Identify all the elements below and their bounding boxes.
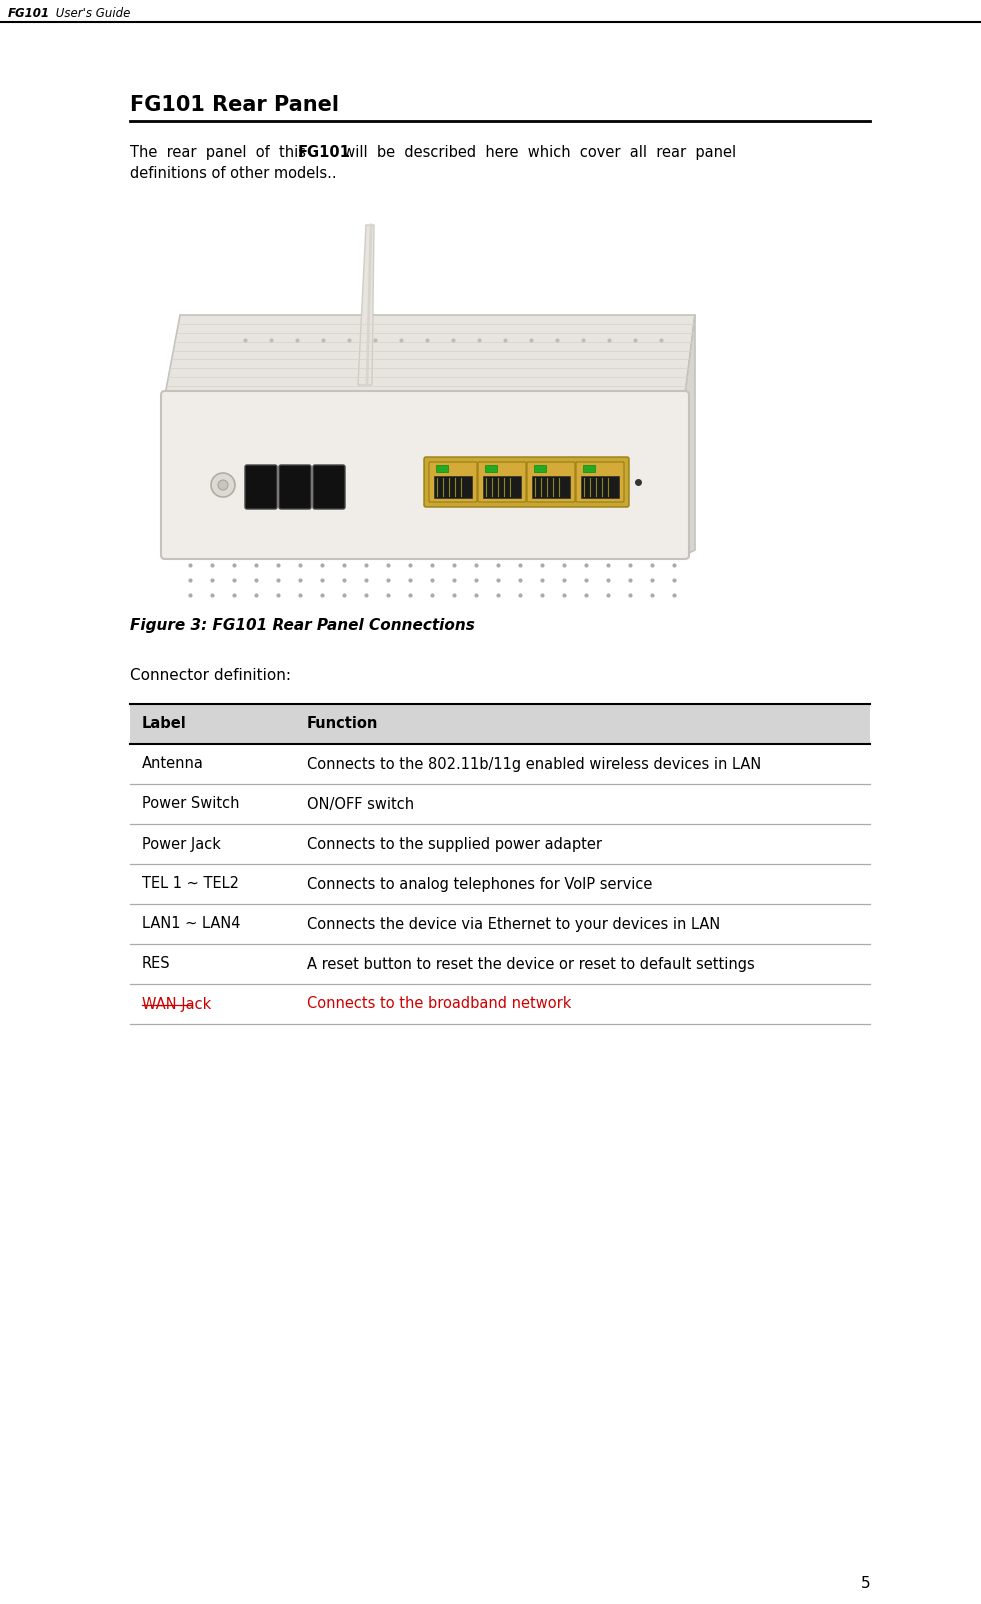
Text: Connects to the broadband network: Connects to the broadband network: [307, 996, 571, 1012]
Text: LAN1 ~ LAN4: LAN1 ~ LAN4: [142, 916, 240, 932]
FancyBboxPatch shape: [245, 465, 277, 508]
Polygon shape: [358, 225, 374, 385]
Bar: [534, 465, 546, 472]
Text: Figure 3: FG101 Rear Panel Connections: Figure 3: FG101 Rear Panel Connections: [130, 618, 475, 634]
Text: Power Jack: Power Jack: [142, 837, 221, 852]
Bar: [485, 465, 497, 472]
Text: User's Guide: User's Guide: [52, 6, 130, 19]
FancyBboxPatch shape: [424, 457, 629, 507]
Text: The  rear  panel  of  this: The rear panel of this: [130, 144, 315, 160]
Text: definitions of other models..: definitions of other models..: [130, 165, 336, 181]
Text: FG101 Rear Panel: FG101 Rear Panel: [130, 95, 339, 115]
Text: Connector definition:: Connector definition:: [130, 667, 291, 683]
Polygon shape: [165, 314, 695, 395]
Text: FG101: FG101: [298, 144, 351, 160]
FancyBboxPatch shape: [313, 465, 345, 508]
Text: Connects to the supplied power adapter: Connects to the supplied power adapter: [307, 837, 602, 852]
Text: TEL 1 ~ TEL2: TEL 1 ~ TEL2: [142, 876, 239, 892]
Polygon shape: [685, 314, 695, 555]
Circle shape: [218, 480, 228, 489]
Bar: [532, 476, 570, 497]
Circle shape: [211, 473, 235, 497]
FancyBboxPatch shape: [576, 462, 624, 502]
Bar: [483, 476, 521, 497]
Text: Label: Label: [142, 717, 186, 731]
FancyBboxPatch shape: [161, 391, 689, 560]
Bar: [436, 465, 448, 472]
Bar: [583, 465, 595, 472]
FancyBboxPatch shape: [279, 465, 311, 508]
Text: WAN Jack: WAN Jack: [142, 996, 211, 1012]
Text: FG101: FG101: [8, 6, 50, 19]
Text: RES: RES: [142, 956, 171, 972]
Text: ON/OFF switch: ON/OFF switch: [307, 797, 414, 812]
Bar: [581, 476, 619, 497]
Bar: [130, 704, 870, 744]
Text: A reset button to reset the device or reset to default settings: A reset button to reset the device or re…: [307, 956, 754, 972]
Bar: [434, 476, 472, 497]
Text: Connects to the 802.11b/11g enabled wireless devices in LAN: Connects to the 802.11b/11g enabled wire…: [307, 757, 761, 772]
Text: will  be  described  here  which  cover  all  rear  panel: will be described here which cover all r…: [334, 144, 736, 160]
Text: Power Switch: Power Switch: [142, 797, 239, 812]
Text: Connects the device via Ethernet to your devices in LAN: Connects the device via Ethernet to your…: [307, 916, 720, 932]
Text: Antenna: Antenna: [142, 757, 204, 772]
Text: 5: 5: [860, 1577, 870, 1591]
FancyBboxPatch shape: [429, 462, 477, 502]
Text: Connects to analog telephones for VoIP service: Connects to analog telephones for VoIP s…: [307, 876, 652, 892]
FancyBboxPatch shape: [478, 462, 526, 502]
Text: Function: Function: [307, 717, 379, 731]
FancyBboxPatch shape: [527, 462, 575, 502]
